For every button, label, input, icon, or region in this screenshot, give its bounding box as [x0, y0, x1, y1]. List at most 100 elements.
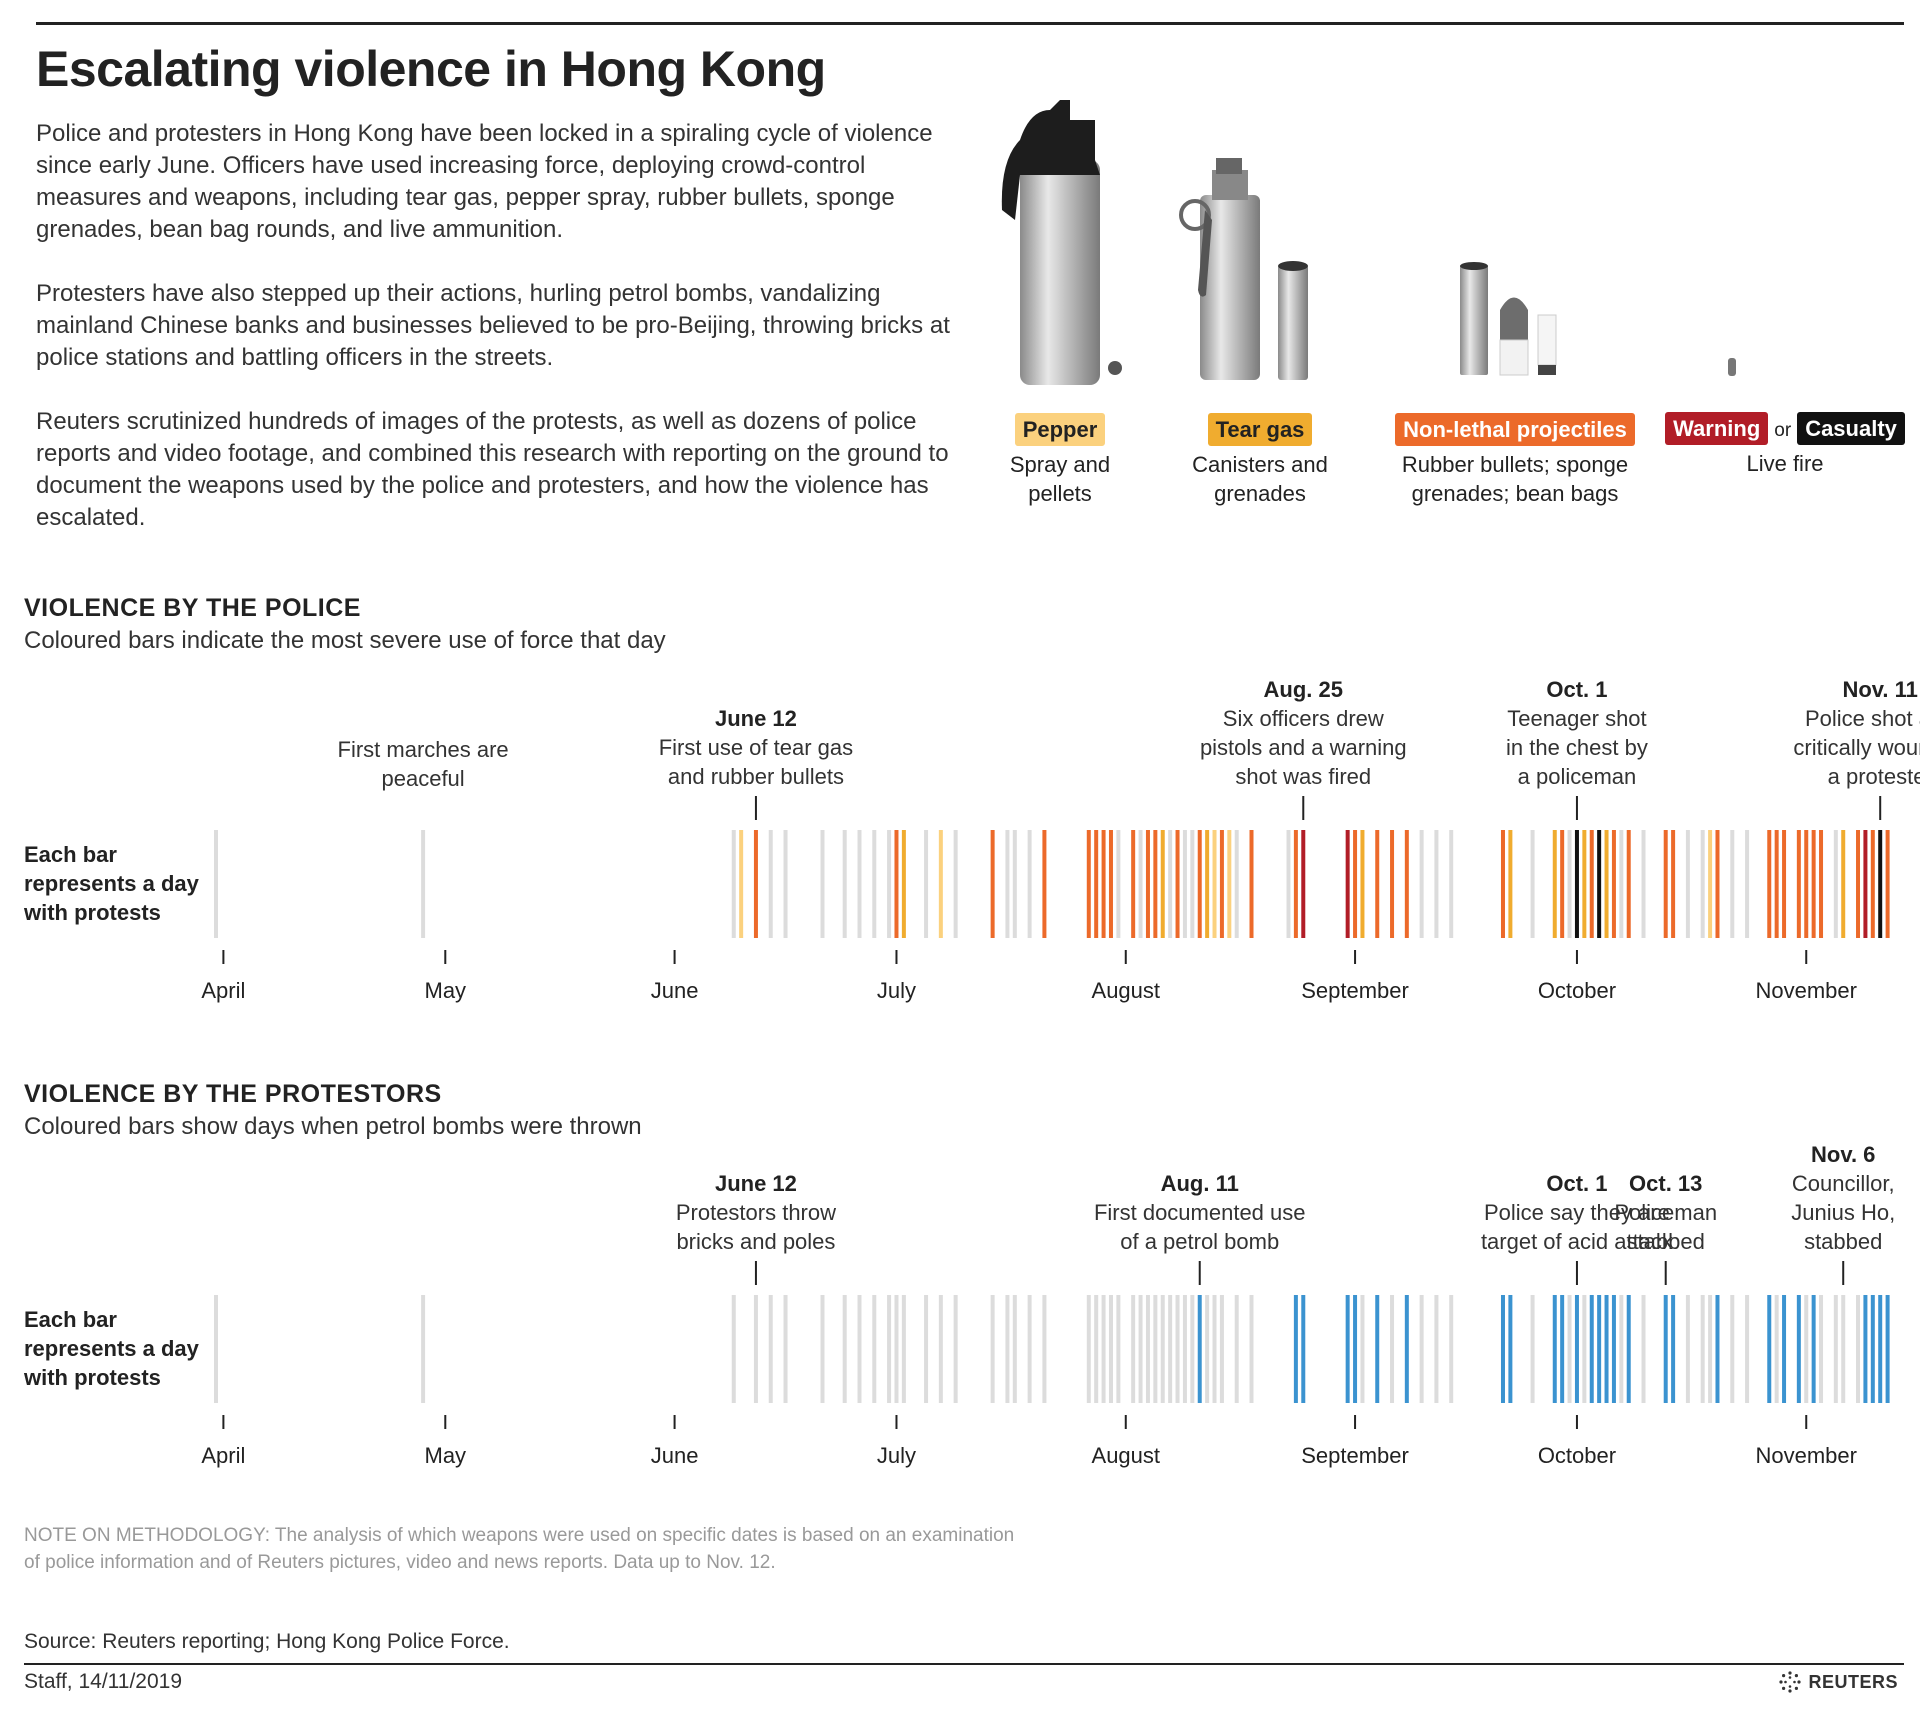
intro-paragraph-3: Reuters scrutinized hundreds of images o… [36, 408, 949, 531]
day-bar [1101, 1295, 1106, 1403]
day-bar [1700, 830, 1705, 938]
tear-gas-icon [1179, 158, 1308, 380]
teargas-desc-line-1: Canisters and [1192, 452, 1328, 477]
day-bar [1863, 1295, 1868, 1403]
legend-teargas: Tear gas Canisters and grenades [1180, 413, 1340, 508]
day-bar [1833, 1295, 1838, 1403]
day-bar [1841, 1295, 1846, 1403]
day-bar [1589, 830, 1594, 938]
casualty-tag: Casualty [1797, 412, 1905, 445]
day-bar [1574, 830, 1579, 938]
month-label: November [1756, 1443, 1857, 1468]
day-bar [1219, 830, 1224, 938]
annotation-text: Policeman [1614, 1200, 1717, 1225]
day-bar [1153, 830, 1158, 938]
day-bar [1730, 830, 1735, 938]
day-bar [1182, 1295, 1187, 1403]
annotation-text: shot was fired [1235, 764, 1371, 789]
month-label: July [877, 1443, 916, 1468]
day-bar [1190, 1295, 1195, 1403]
day-bar [1419, 830, 1424, 938]
day-bar [1870, 830, 1875, 938]
day-bar [214, 1295, 218, 1403]
day-bar [1160, 830, 1165, 938]
credit-line: Staff, 14/11/2019 [24, 1670, 183, 1693]
day-bar [1449, 1295, 1454, 1403]
day-bar [1116, 1295, 1121, 1403]
day-bar [1782, 1295, 1787, 1403]
day-bar [731, 830, 736, 938]
month-label: April [201, 1443, 245, 1468]
day-bar [990, 830, 995, 938]
day-bar [1589, 1295, 1594, 1403]
day-bar [1434, 1295, 1439, 1403]
day-bar [1116, 830, 1121, 938]
month-label: June [651, 1443, 699, 1468]
pepper-desc-line-1: Spray and [1009, 452, 1111, 477]
annotation-text: Protestors throw [676, 1200, 836, 1225]
day-bar [1597, 830, 1602, 938]
reuters-logo: REUTERS [1778, 1670, 1898, 1694]
day-bar [842, 1295, 847, 1403]
day-bar [421, 1295, 426, 1403]
day-bar [1552, 830, 1557, 938]
day-bar [1101, 830, 1106, 938]
day-bar [1449, 830, 1454, 938]
day-bar [1012, 830, 1017, 938]
annotation-text: a policeman [1518, 764, 1637, 789]
day-bar [1663, 1295, 1668, 1403]
day-bar [1197, 1295, 1202, 1403]
day-bar [1774, 1295, 1779, 1403]
month-label: September [1301, 978, 1409, 1003]
page-title: Escalating violence in Hong Kong [36, 41, 826, 97]
day-bar [1885, 830, 1890, 938]
day-bar [214, 830, 218, 938]
day-bar [1131, 830, 1136, 938]
day-bar [938, 830, 943, 938]
legend-pepper: Pepper Spray and pellets [995, 413, 1125, 508]
day-bar [1811, 1295, 1816, 1403]
day-bar [1582, 830, 1587, 938]
day-bar [1212, 1295, 1217, 1403]
day-bar [1168, 1295, 1173, 1403]
day-bar [1404, 1295, 1409, 1403]
day-bar [739, 830, 744, 938]
day-bar [1641, 830, 1646, 938]
month-label: October [1538, 1443, 1616, 1468]
day-bar [1145, 830, 1150, 938]
day-bar [1885, 1295, 1890, 1403]
month-label: July [877, 978, 916, 1003]
day-bar [1005, 830, 1010, 938]
day-bar [1390, 830, 1395, 938]
day-bar [1856, 1295, 1861, 1403]
source-line: Source: Reuters reporting; Hong Kong Pol… [24, 1630, 510, 1653]
day-bar [1774, 830, 1779, 938]
day-bar [783, 830, 788, 938]
bottom-rule [24, 1663, 1904, 1665]
day-bar [924, 1295, 929, 1403]
day-bar [1804, 1295, 1809, 1403]
day-bar [887, 1295, 892, 1403]
day-bar [1175, 830, 1180, 938]
day-bar [1182, 830, 1187, 938]
day-bar [872, 830, 877, 938]
annotation-date: Aug. 25 [1264, 677, 1343, 702]
day-bar [1641, 1295, 1646, 1403]
pepper-desc-line-2: pellets [1028, 481, 1092, 506]
day-bar [731, 1295, 736, 1403]
intro-paragraph-2: Protesters have also stepped up their ac… [36, 280, 950, 371]
day-bar [1841, 830, 1846, 938]
reuters-dots-icon [1779, 1671, 1802, 1693]
day-bar [1138, 830, 1143, 938]
day-bar [1160, 1295, 1165, 1403]
day-bar [1745, 830, 1750, 938]
protester-violence-chart: June 12 Protestors throw bricks and poles A… [201, 1142, 1895, 1468]
annotation-text: bricks and poles [676, 1229, 835, 1254]
pepper-tag: Pepper [1014, 413, 1106, 446]
day-bar [1508, 1295, 1513, 1403]
day-bar [1353, 1295, 1358, 1403]
day-bar [1005, 1295, 1010, 1403]
annotation-text: stabbed [1804, 1229, 1882, 1254]
police-section-subtitle: Coloured bars indicate the most severe u… [24, 627, 666, 654]
annotation-text: Police say they are [1484, 1200, 1670, 1225]
